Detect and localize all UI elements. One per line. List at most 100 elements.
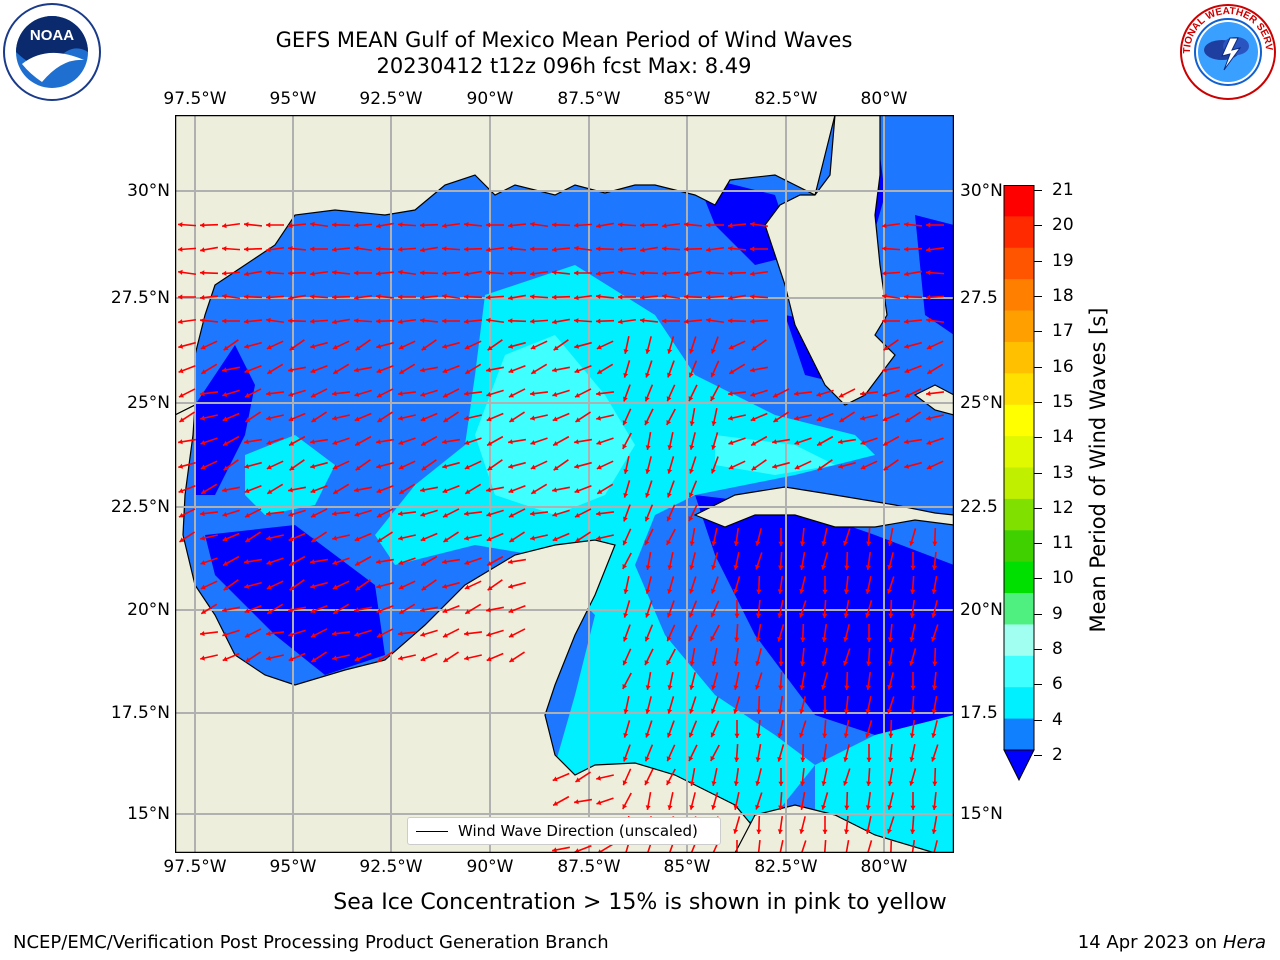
wind-arrow-head [354,656,360,662]
wind-arrow-head [508,608,514,614]
wind-arrow-head [882,223,887,229]
wind-arrow-head [245,657,251,662]
wind-arrow-head [377,657,383,662]
wind-arrow-head [596,318,601,324]
wind-arrow-head [887,828,892,834]
wind-arrow-head [552,294,557,300]
colorbar-segment [1004,561,1034,594]
wind-arrow-head [553,441,559,446]
colorbar-tick-label: 10 [1052,568,1074,589]
wind-arrow-head [178,488,184,494]
wind-arrow-head [222,631,228,637]
colorbar-tick-mark [1034,684,1042,686]
wind-arrow-head [288,245,293,252]
lat-tick-left: 25°N [127,393,170,413]
wind-arrow-head [755,780,761,786]
wind-arrow-head [266,222,271,228]
wind-arrow [779,840,784,853]
wind-arrow-head [355,345,361,351]
colorbar-segment [1004,373,1034,406]
wind-arrow-head [618,319,623,325]
wind-arrow-head [750,294,755,300]
wind-arrow-head [926,294,931,300]
wind-arrow-head [530,391,535,397]
wind-arrow-head [662,270,667,276]
wind-arrow-head [931,565,938,570]
wind-arrow-head [800,637,806,642]
wind-arrow-head [574,392,580,398]
wind-arrow-head [689,661,695,666]
wind-arrow-head [778,685,784,690]
wind-arrow-head [794,440,800,445]
colorbar-tick-mark [1034,613,1042,615]
wind-arrow-head [244,463,250,469]
wind-arrow-head [734,757,740,762]
wind-arrow-head [486,511,492,517]
wind-arrow-head [623,469,629,474]
colorbar-tick-mark [1034,366,1042,368]
colorbar-tick-mark [1034,401,1042,403]
wind-arrow-head [464,415,469,421]
lon-tick-bottom: 80°W [860,857,908,877]
wind-arrow-head [244,632,250,638]
wind-arrow-head [575,417,581,422]
wind-arrow-head [645,685,651,690]
wind-arrow-head [644,540,650,546]
wind-arrow-head [377,417,383,422]
credit-text: NCEP/EMC/Verification Post Processing Pr… [13,932,609,953]
wind-arrow-head [530,415,535,421]
wind-arrow-head [596,800,602,805]
wind-arrow-head [266,560,272,565]
wind-arrow-head [421,561,427,566]
colorbar-tick-mark [1034,578,1042,580]
wind-arrow-head [530,464,536,470]
wind-arrow-head [865,685,871,690]
wind-arrow-head [887,708,892,714]
wind-arrow-head [710,588,716,594]
wind-arrow-head [464,631,469,637]
wind-arrow [890,839,893,853]
colorbar-tick-mark [1034,331,1042,333]
lon-tick-bottom: 85°W [663,857,711,877]
wind-arrow-head [310,439,315,445]
wind-arrow-head [645,732,650,738]
wind-arrow-head [376,246,381,252]
wind-arrow [867,840,873,853]
wind-arrow-head [596,270,601,277]
wind-arrow-head [887,661,893,666]
wind-arrow-head [909,733,915,738]
wind-arrow-head [777,589,783,594]
wind-arrow-head [645,372,650,378]
wind-arrow-head [267,609,273,614]
wind-arrow-head [398,222,403,228]
wind-arrow-head [666,516,672,522]
wind-arrow-head [623,732,629,738]
wind-arrow-head [926,247,931,253]
wind-arrow-head [821,661,827,666]
wind-arrow-head [222,607,227,613]
wind-arrow-head [729,369,735,374]
wind-arrow-head [711,541,717,546]
wind-arrow-head [508,512,514,518]
wind-arrow-head [464,271,469,277]
wind-arrow-head [201,609,207,614]
wind-arrow-head [843,636,849,642]
wind-arrow-head [667,588,673,594]
colorbar-tick-mark [1034,649,1042,651]
wind-arrow-head [622,683,628,689]
wind-arrow-head [662,246,667,252]
lon-tick-top: 97.5°W [163,89,227,109]
wind-arrow-head [487,345,493,351]
wind-arrow-head [645,445,651,450]
wind-arrow-head [178,439,183,445]
wind-arrow-head [310,608,316,614]
wind-arrow-head [688,732,694,738]
wind-arrow-head [909,540,915,546]
wind-arrow-head [711,444,717,450]
wind-arrow-head [667,805,673,810]
wind-arrow-head [421,465,427,471]
wind-arrow-head [442,318,447,324]
lon-tick-top: 82.5°W [754,89,818,109]
wind-arrow-head [244,271,249,277]
wind-arrow-head [688,372,694,378]
